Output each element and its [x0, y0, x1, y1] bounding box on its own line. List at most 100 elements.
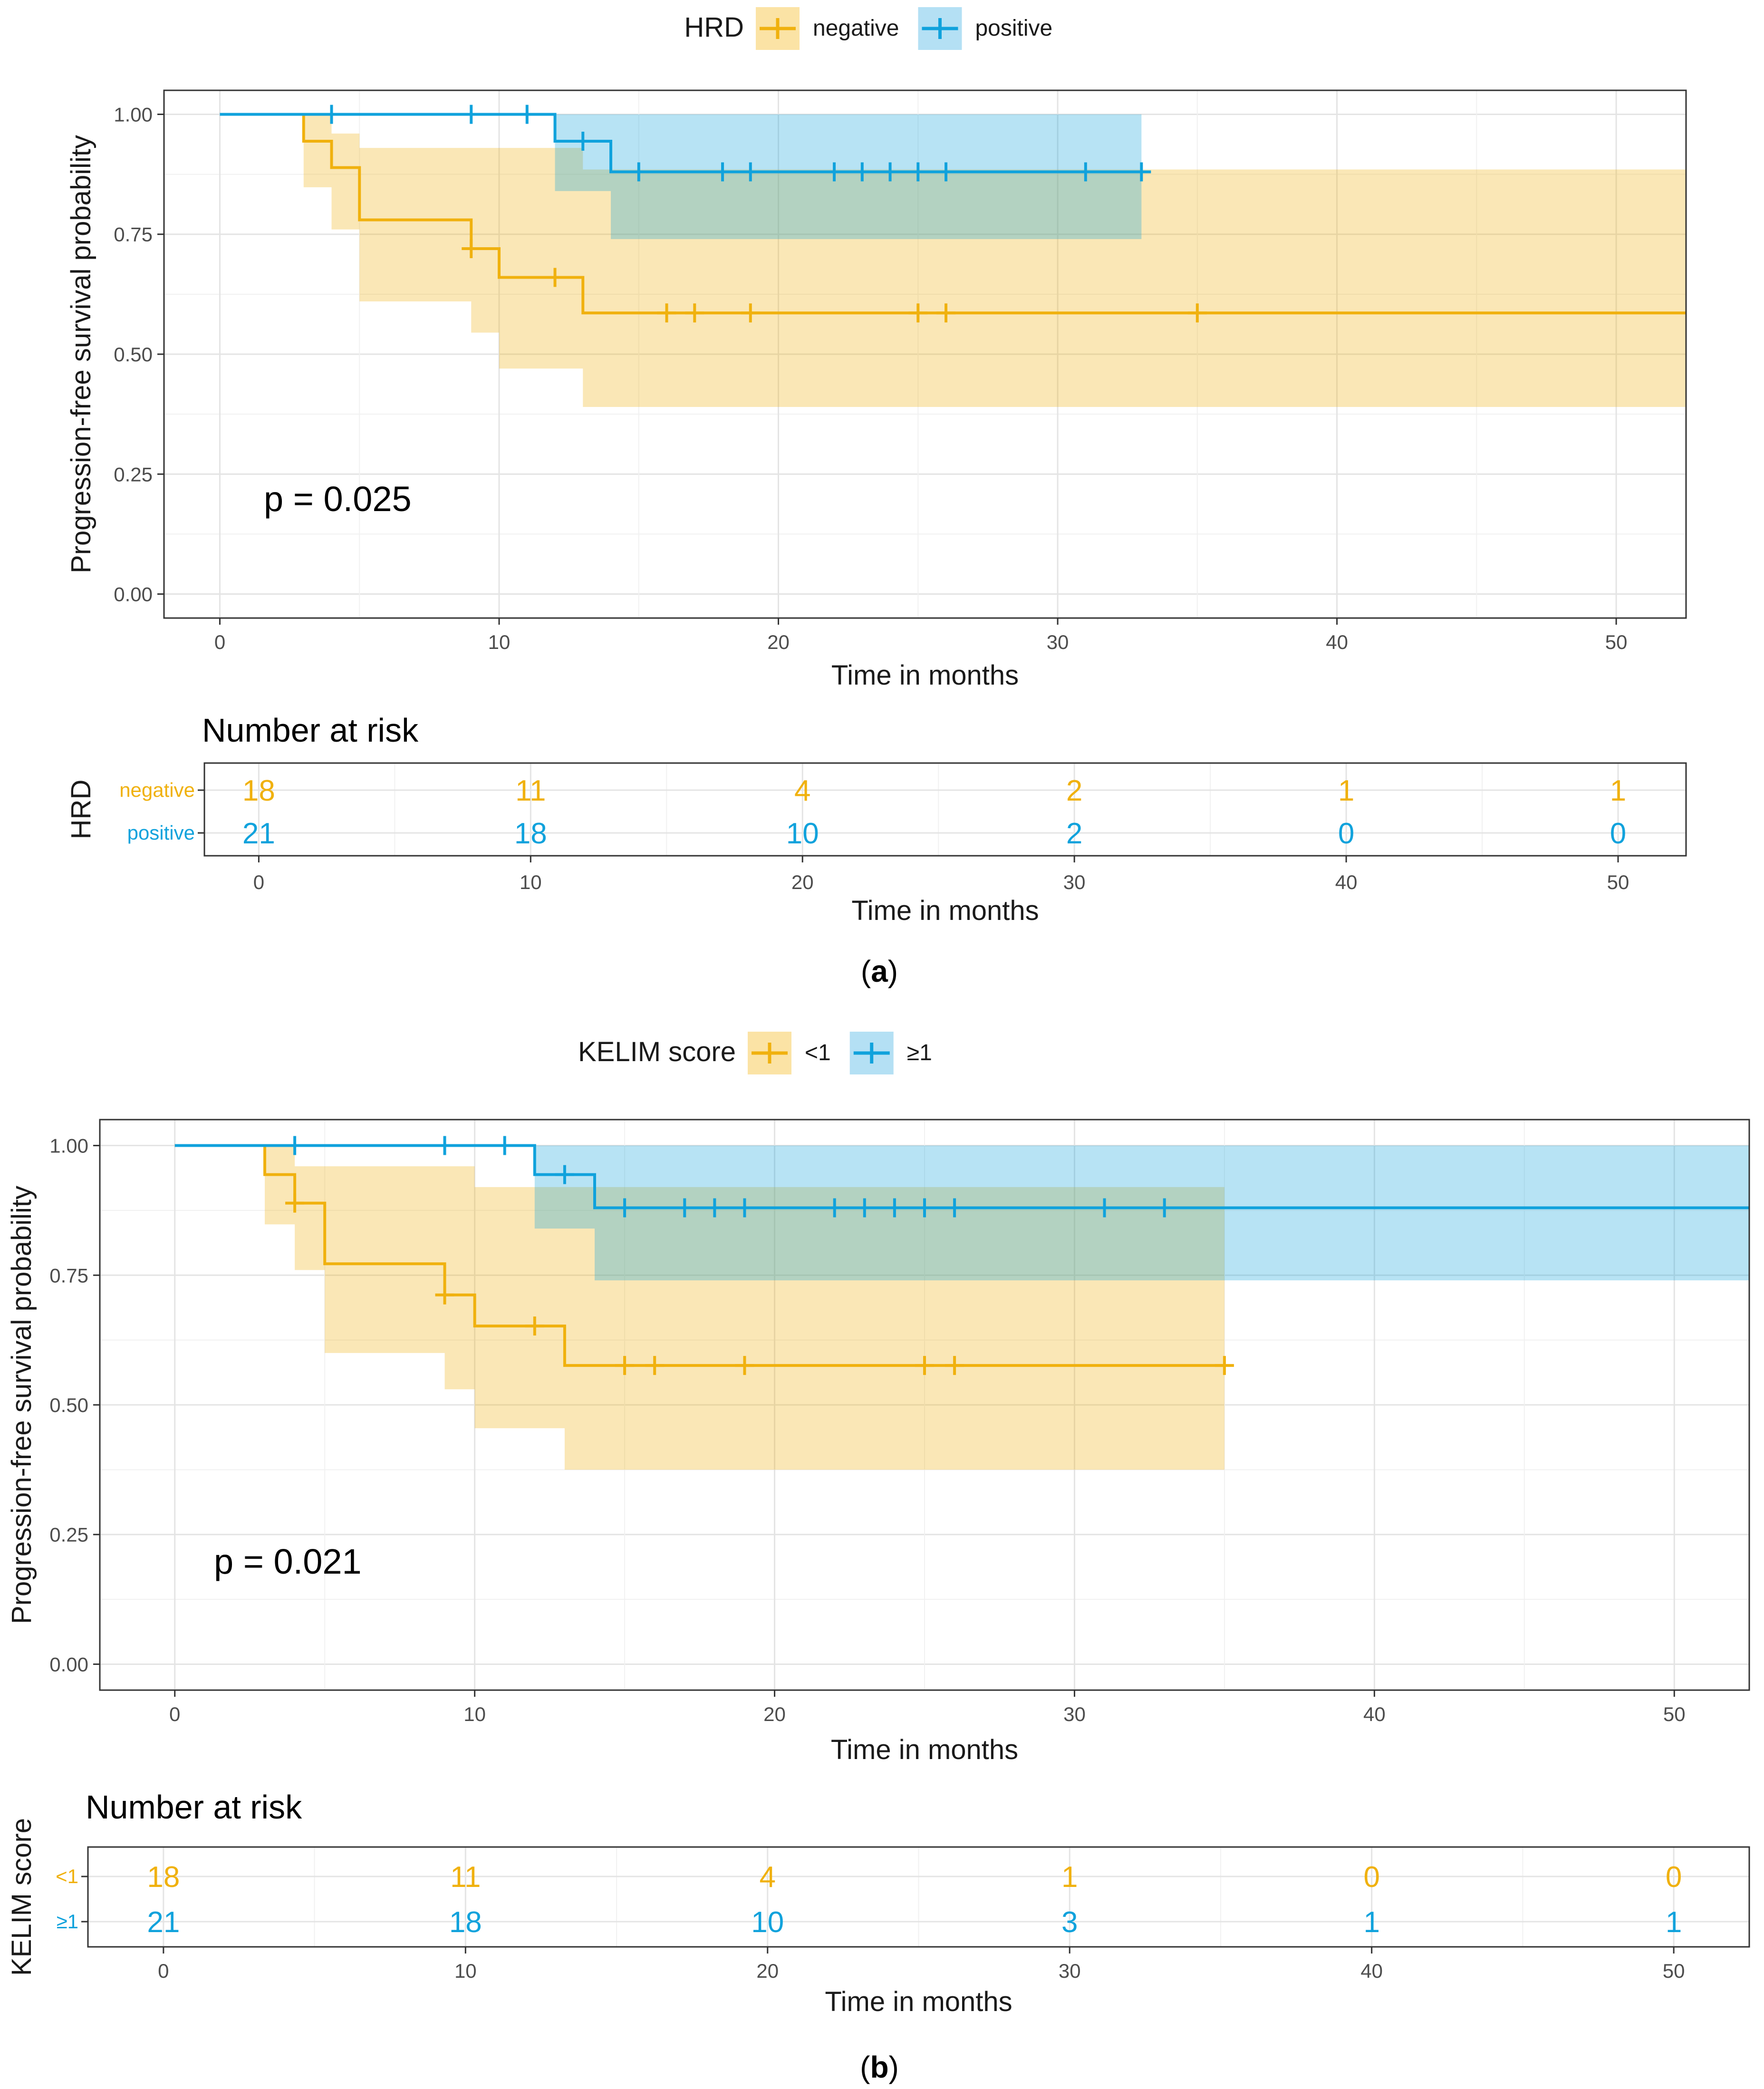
- censor-mark: [741, 303, 760, 323]
- legend-label: positive: [975, 16, 1052, 41]
- risk-count: 0: [1610, 817, 1626, 850]
- panel-a: HRD negative positive0.000.250.500.751.000…: [66, 7, 1687, 988]
- legend-key-high: positive: [918, 7, 1052, 50]
- risk-table-border: [203, 762, 1687, 857]
- x-tick-label: 20: [763, 1703, 786, 1725]
- risk-x-tick-label: 40: [1335, 871, 1358, 893]
- ci-bands: [174, 1145, 1749, 1470]
- censor-mark: [825, 162, 844, 182]
- risk-x-axis-title: Time in months: [851, 895, 1039, 926]
- censor-mark: [908, 162, 928, 182]
- risk-count: 18: [147, 1861, 180, 1894]
- risk-count: 11: [450, 1861, 481, 1894]
- censor-mark: [855, 1198, 874, 1218]
- y-tick-label: 1.00: [114, 103, 153, 126]
- risk-x-tick-label: 30: [1059, 1960, 1081, 1982]
- ci-band-low: [174, 1145, 1224, 1470]
- legend-title: KELIM score: [578, 1036, 736, 1067]
- risk-count: 1: [1610, 774, 1626, 807]
- survival-line-low: [174, 1144, 1224, 1367]
- censor-mark: [685, 303, 704, 323]
- legend-label: negative: [813, 16, 899, 41]
- x-tick-label: 30: [1063, 1703, 1086, 1725]
- panel-caption: (a): [861, 954, 898, 988]
- censor-mark: [852, 162, 872, 182]
- censor-mark: [675, 1198, 694, 1218]
- censor-mark: [322, 105, 341, 124]
- risk-count: 1: [1666, 1906, 1682, 1939]
- x-tick-label: 40: [1326, 631, 1348, 653]
- y-tick-label: 0.00: [49, 1653, 88, 1675]
- censor-mark: [615, 1356, 635, 1375]
- risk-x-tick-label: 20: [756, 1960, 779, 1982]
- panel-caption: (b): [860, 2050, 899, 2084]
- risk-count: 18: [514, 817, 547, 850]
- censor-mark: [915, 1356, 934, 1375]
- caption-letter: a: [871, 954, 888, 988]
- y-axis-title: Progression-free survival probability: [6, 1186, 37, 1624]
- legend-label: <1: [805, 1040, 831, 1065]
- ci-band-high: [174, 1145, 1749, 1281]
- risk-x-axis-title: Time in months: [825, 1986, 1012, 2017]
- x-tick-label: 50: [1663, 1703, 1686, 1725]
- risk-count: 4: [760, 1861, 776, 1894]
- risk-count: 1: [1338, 774, 1354, 807]
- censor-mark: [545, 268, 565, 287]
- censor-mark: [936, 162, 956, 182]
- censor-mark: [285, 1193, 305, 1213]
- risk-count: 0: [1338, 817, 1354, 850]
- risk-count: 18: [449, 1906, 482, 1939]
- legend-key-low: <1: [748, 1032, 831, 1074]
- y-tick-label: 0.25: [114, 463, 153, 485]
- censor-mark: [629, 162, 648, 182]
- risk-row-label: positive: [127, 822, 195, 844]
- y-tick-label: 0.50: [114, 343, 153, 366]
- km-plot: 0.00 0.25 0.50 0.75 1.00 0 10 20 30 40 50 Time in m…: [6, 1119, 1750, 1765]
- risk-row-label: ≥1: [57, 1910, 78, 1933]
- risk-x-tick-label: 50: [1663, 1960, 1685, 1982]
- risk-count: 10: [751, 1906, 784, 1939]
- risk-table-border: [87, 1846, 1750, 1948]
- risk-count: 2: [1066, 817, 1082, 850]
- censor-mark: [885, 1198, 904, 1218]
- risk-count: 1: [1363, 1906, 1379, 1939]
- censor-mark: [1155, 1198, 1174, 1218]
- x-tick-label: 20: [767, 631, 790, 653]
- risk-x-tick-label: 0: [253, 871, 264, 893]
- censor-mark: [741, 162, 760, 182]
- x-tick-label: 10: [488, 631, 511, 653]
- risk-row-label: <1: [56, 1865, 78, 1887]
- p-value: p = 0.021: [214, 1542, 362, 1581]
- censor-mark: [435, 1285, 454, 1305]
- y-tick-label: 0.50: [49, 1394, 88, 1416]
- survival-line-low: [220, 113, 1686, 315]
- censor-mark: [713, 162, 733, 182]
- x-tick-label: 30: [1047, 631, 1069, 653]
- censor-mark: [1095, 1198, 1114, 1218]
- p-value: p = 0.025: [264, 479, 412, 519]
- censor-mark: [517, 105, 537, 124]
- censor-mark: [555, 1165, 574, 1184]
- risk-table-title: Number at risk: [86, 1789, 302, 1826]
- risk-count: 11: [515, 774, 546, 807]
- censor-mark: [285, 1136, 305, 1155]
- censor-mark: [615, 1198, 635, 1218]
- x-axis-title: Time in months: [831, 1734, 1018, 1765]
- risk-y-axis-title: KELIM score: [6, 1818, 37, 1976]
- risk-x-tick-label: 10: [520, 871, 542, 893]
- risk-x-tick-label: 0: [158, 1960, 169, 1982]
- censor-mark: [1215, 1356, 1234, 1375]
- censor-mark: [735, 1356, 754, 1375]
- legend: HRD negative positive: [684, 7, 1052, 50]
- censor-marks: [322, 105, 1207, 323]
- censor-mark: [1132, 162, 1151, 182]
- risk-count: 3: [1061, 1906, 1078, 1939]
- censor-mark: [936, 303, 956, 323]
- y-tick-label: 0.75: [114, 223, 153, 246]
- censor-mark: [1187, 303, 1207, 323]
- legend-key-high: ≥1: [849, 1032, 932, 1074]
- gridlines: [164, 90, 1686, 618]
- y-tick-label: 0.00: [114, 583, 153, 606]
- risk-count: 21: [242, 817, 275, 850]
- risk-count: 21: [147, 1906, 180, 1939]
